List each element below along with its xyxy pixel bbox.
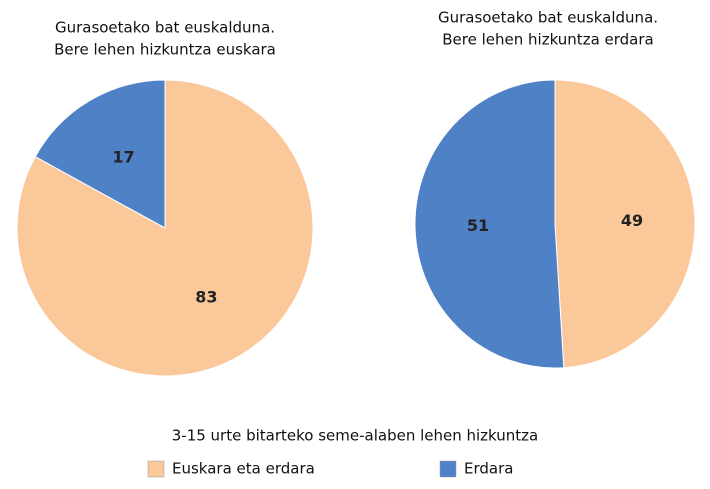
chart-title: Gurasoetako bat euskalduna. [438, 9, 658, 27]
pie-slice [414, 79, 565, 369]
legend-title: 3-15 urte bitarteko seme-alaben lehen hi… [172, 427, 539, 445]
data-label: 83 [195, 288, 217, 307]
legend-label: Erdara [464, 460, 513, 478]
chart-title: Gurasoetako bat euskalduna. [55, 19, 275, 37]
data-label: 49 [621, 211, 643, 230]
data-label: 17 [112, 147, 134, 166]
legend-swatch [439, 460, 457, 478]
pie-slice [34, 79, 166, 229]
legend-swatch [147, 460, 165, 478]
data-label: 51 [467, 216, 489, 235]
pie-slice [554, 79, 696, 369]
chart-subtitle: Bere lehen hizkuntza erdara [442, 31, 653, 49]
chart-subtitle: Bere lehen hizkuntza euskara [54, 41, 276, 59]
legend-label: Euskara eta erdara [172, 460, 315, 478]
